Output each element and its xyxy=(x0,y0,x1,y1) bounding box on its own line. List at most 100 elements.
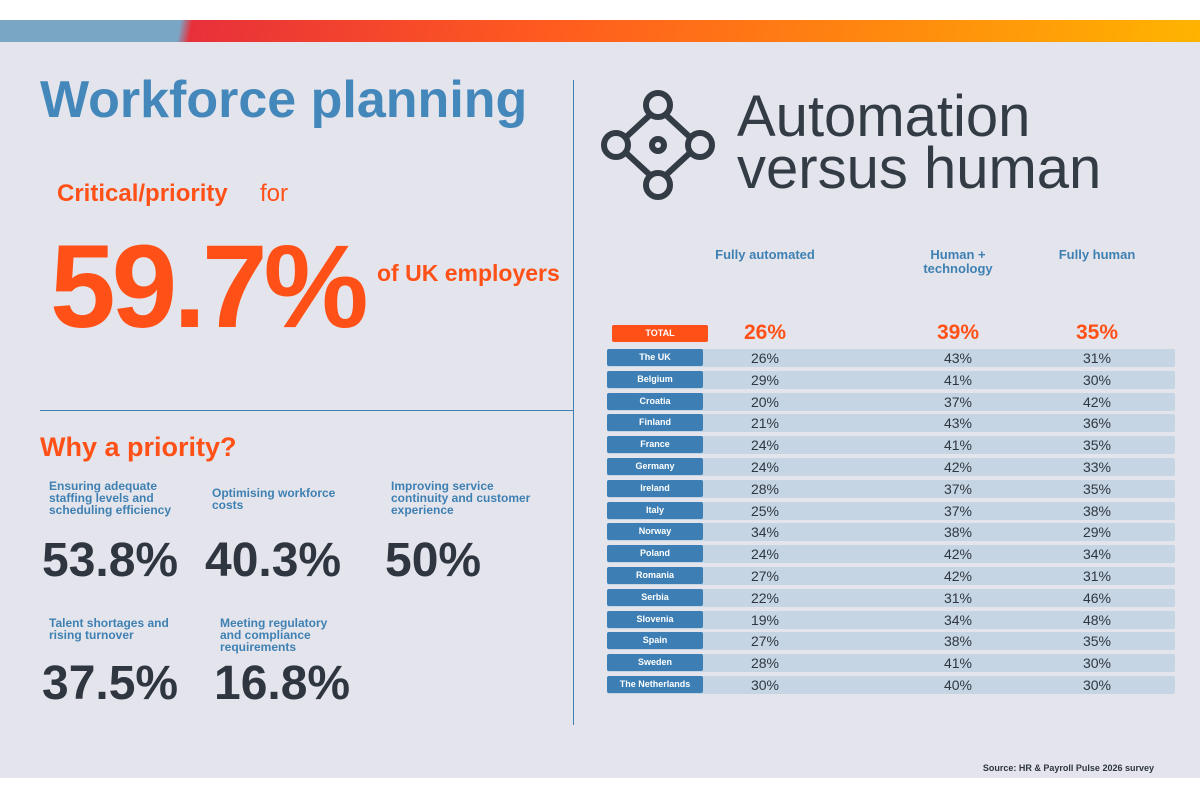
cell: 37% xyxy=(943,480,973,497)
cell: 35% xyxy=(1082,633,1112,650)
row-band xyxy=(607,414,1175,433)
cell: 37% xyxy=(943,502,973,519)
reason-label: Ensuring adequate staffing levels and sc… xyxy=(49,479,172,517)
row-label: Germany xyxy=(607,458,703,475)
reason-label: Optimising workforce costs xyxy=(212,486,336,512)
headline-value: 59.7% xyxy=(50,221,369,353)
cell: 35% xyxy=(1082,480,1112,497)
row-band xyxy=(607,370,1175,389)
row-band xyxy=(607,436,1175,455)
cell: 19% xyxy=(750,611,780,628)
row-band xyxy=(607,676,1175,694)
reason-value: 53.8% xyxy=(42,534,179,587)
cell: 25% xyxy=(750,502,780,519)
cell: 28% xyxy=(750,655,780,672)
cell: 21% xyxy=(750,415,780,432)
cell: 42% xyxy=(943,459,973,475)
reason-value: 37.5% xyxy=(42,657,179,710)
total-value: 39% xyxy=(936,321,980,344)
row-label: Serbia xyxy=(607,588,703,606)
network-icon xyxy=(601,90,715,200)
row-label: France xyxy=(607,436,703,454)
column-header: Fully automated xyxy=(715,247,815,262)
reason-label: Meeting regulatory and compliance requir… xyxy=(220,616,328,654)
reason-value: 40.3% xyxy=(205,534,342,587)
cell: 24% xyxy=(750,437,780,454)
headline-suffix: of UK employers xyxy=(377,260,560,286)
cell: 46% xyxy=(1082,589,1112,606)
row-label: Poland xyxy=(607,545,703,563)
cell: 20% xyxy=(750,393,780,410)
row-band xyxy=(607,392,1175,411)
row-label: Romania xyxy=(607,567,703,584)
source: Source: HR & Payroll Pulse 2026 survey xyxy=(982,763,1154,773)
row-label: The UK xyxy=(607,349,703,366)
cell: 24% xyxy=(750,459,780,475)
cell: 34% xyxy=(750,524,780,541)
headline: Automation xyxy=(737,84,1031,149)
cell: 26% xyxy=(750,350,780,366)
cell: 22% xyxy=(750,589,780,606)
row-band xyxy=(607,654,1175,673)
cell: 38% xyxy=(1082,502,1112,519)
cell: 42% xyxy=(943,568,973,584)
cell: 27% xyxy=(750,568,780,584)
cell: 42% xyxy=(1082,393,1112,410)
cell: 30% xyxy=(1082,655,1112,672)
lead-rest: for xyxy=(260,180,289,207)
cell: 41% xyxy=(943,655,973,672)
cell: 41% xyxy=(943,371,973,388)
row-label: Belgium xyxy=(607,370,703,388)
cell: 28% xyxy=(750,480,780,497)
cell: 29% xyxy=(1082,524,1112,541)
lead: Critical/priority xyxy=(57,180,228,207)
headline: versus human xyxy=(737,136,1102,201)
cell: 33% xyxy=(1082,459,1112,475)
cell: 24% xyxy=(750,546,780,563)
cell: 43% xyxy=(943,415,973,432)
cell: 36% xyxy=(1082,415,1112,432)
cell: 34% xyxy=(1082,546,1112,563)
row-label: Norway xyxy=(607,523,703,541)
row-band xyxy=(607,458,1175,476)
row-band xyxy=(607,610,1175,629)
cell: 31% xyxy=(1082,568,1112,584)
cell: 30% xyxy=(1082,677,1112,693)
cell: 30% xyxy=(750,677,780,693)
row-band xyxy=(607,588,1175,607)
row-label: Sweden xyxy=(607,654,703,672)
row-label: Slovenia xyxy=(607,610,703,628)
cell: 42% xyxy=(943,546,973,563)
row-label: Ireland xyxy=(607,479,703,497)
cell: 27% xyxy=(750,633,780,650)
total-label: TOTAL xyxy=(612,325,708,342)
row-band xyxy=(607,632,1175,651)
cell: 34% xyxy=(943,611,973,628)
title: Workforce planning xyxy=(40,71,528,129)
row-label: Italy xyxy=(607,501,703,519)
row-band xyxy=(607,567,1175,585)
cell: 31% xyxy=(943,589,973,606)
cell: 38% xyxy=(943,633,973,650)
total-value: 35% xyxy=(1075,321,1119,344)
divider xyxy=(40,410,573,411)
cell: 35% xyxy=(1082,437,1112,454)
cell: 41% xyxy=(943,437,973,454)
reason-label: Talent shortages and rising turnover xyxy=(49,616,169,642)
column-header: Fully human xyxy=(1058,247,1136,262)
cell: 38% xyxy=(943,524,973,541)
row-band xyxy=(607,349,1175,367)
row-band xyxy=(607,479,1175,498)
row-label: The Netherlands xyxy=(607,676,703,693)
column-header: Human + technology xyxy=(923,247,993,276)
cell: 30% xyxy=(1082,371,1112,388)
row-label: Finland xyxy=(607,414,703,432)
reason-label: Improving service continuity and custome… xyxy=(391,479,531,517)
row-label: Croatia xyxy=(607,392,703,410)
cell: 37% xyxy=(943,393,973,410)
row-label: Spain xyxy=(607,632,703,650)
cell: 40% xyxy=(943,677,973,693)
divider xyxy=(573,80,574,725)
reason-value: 16.8% xyxy=(214,657,351,710)
